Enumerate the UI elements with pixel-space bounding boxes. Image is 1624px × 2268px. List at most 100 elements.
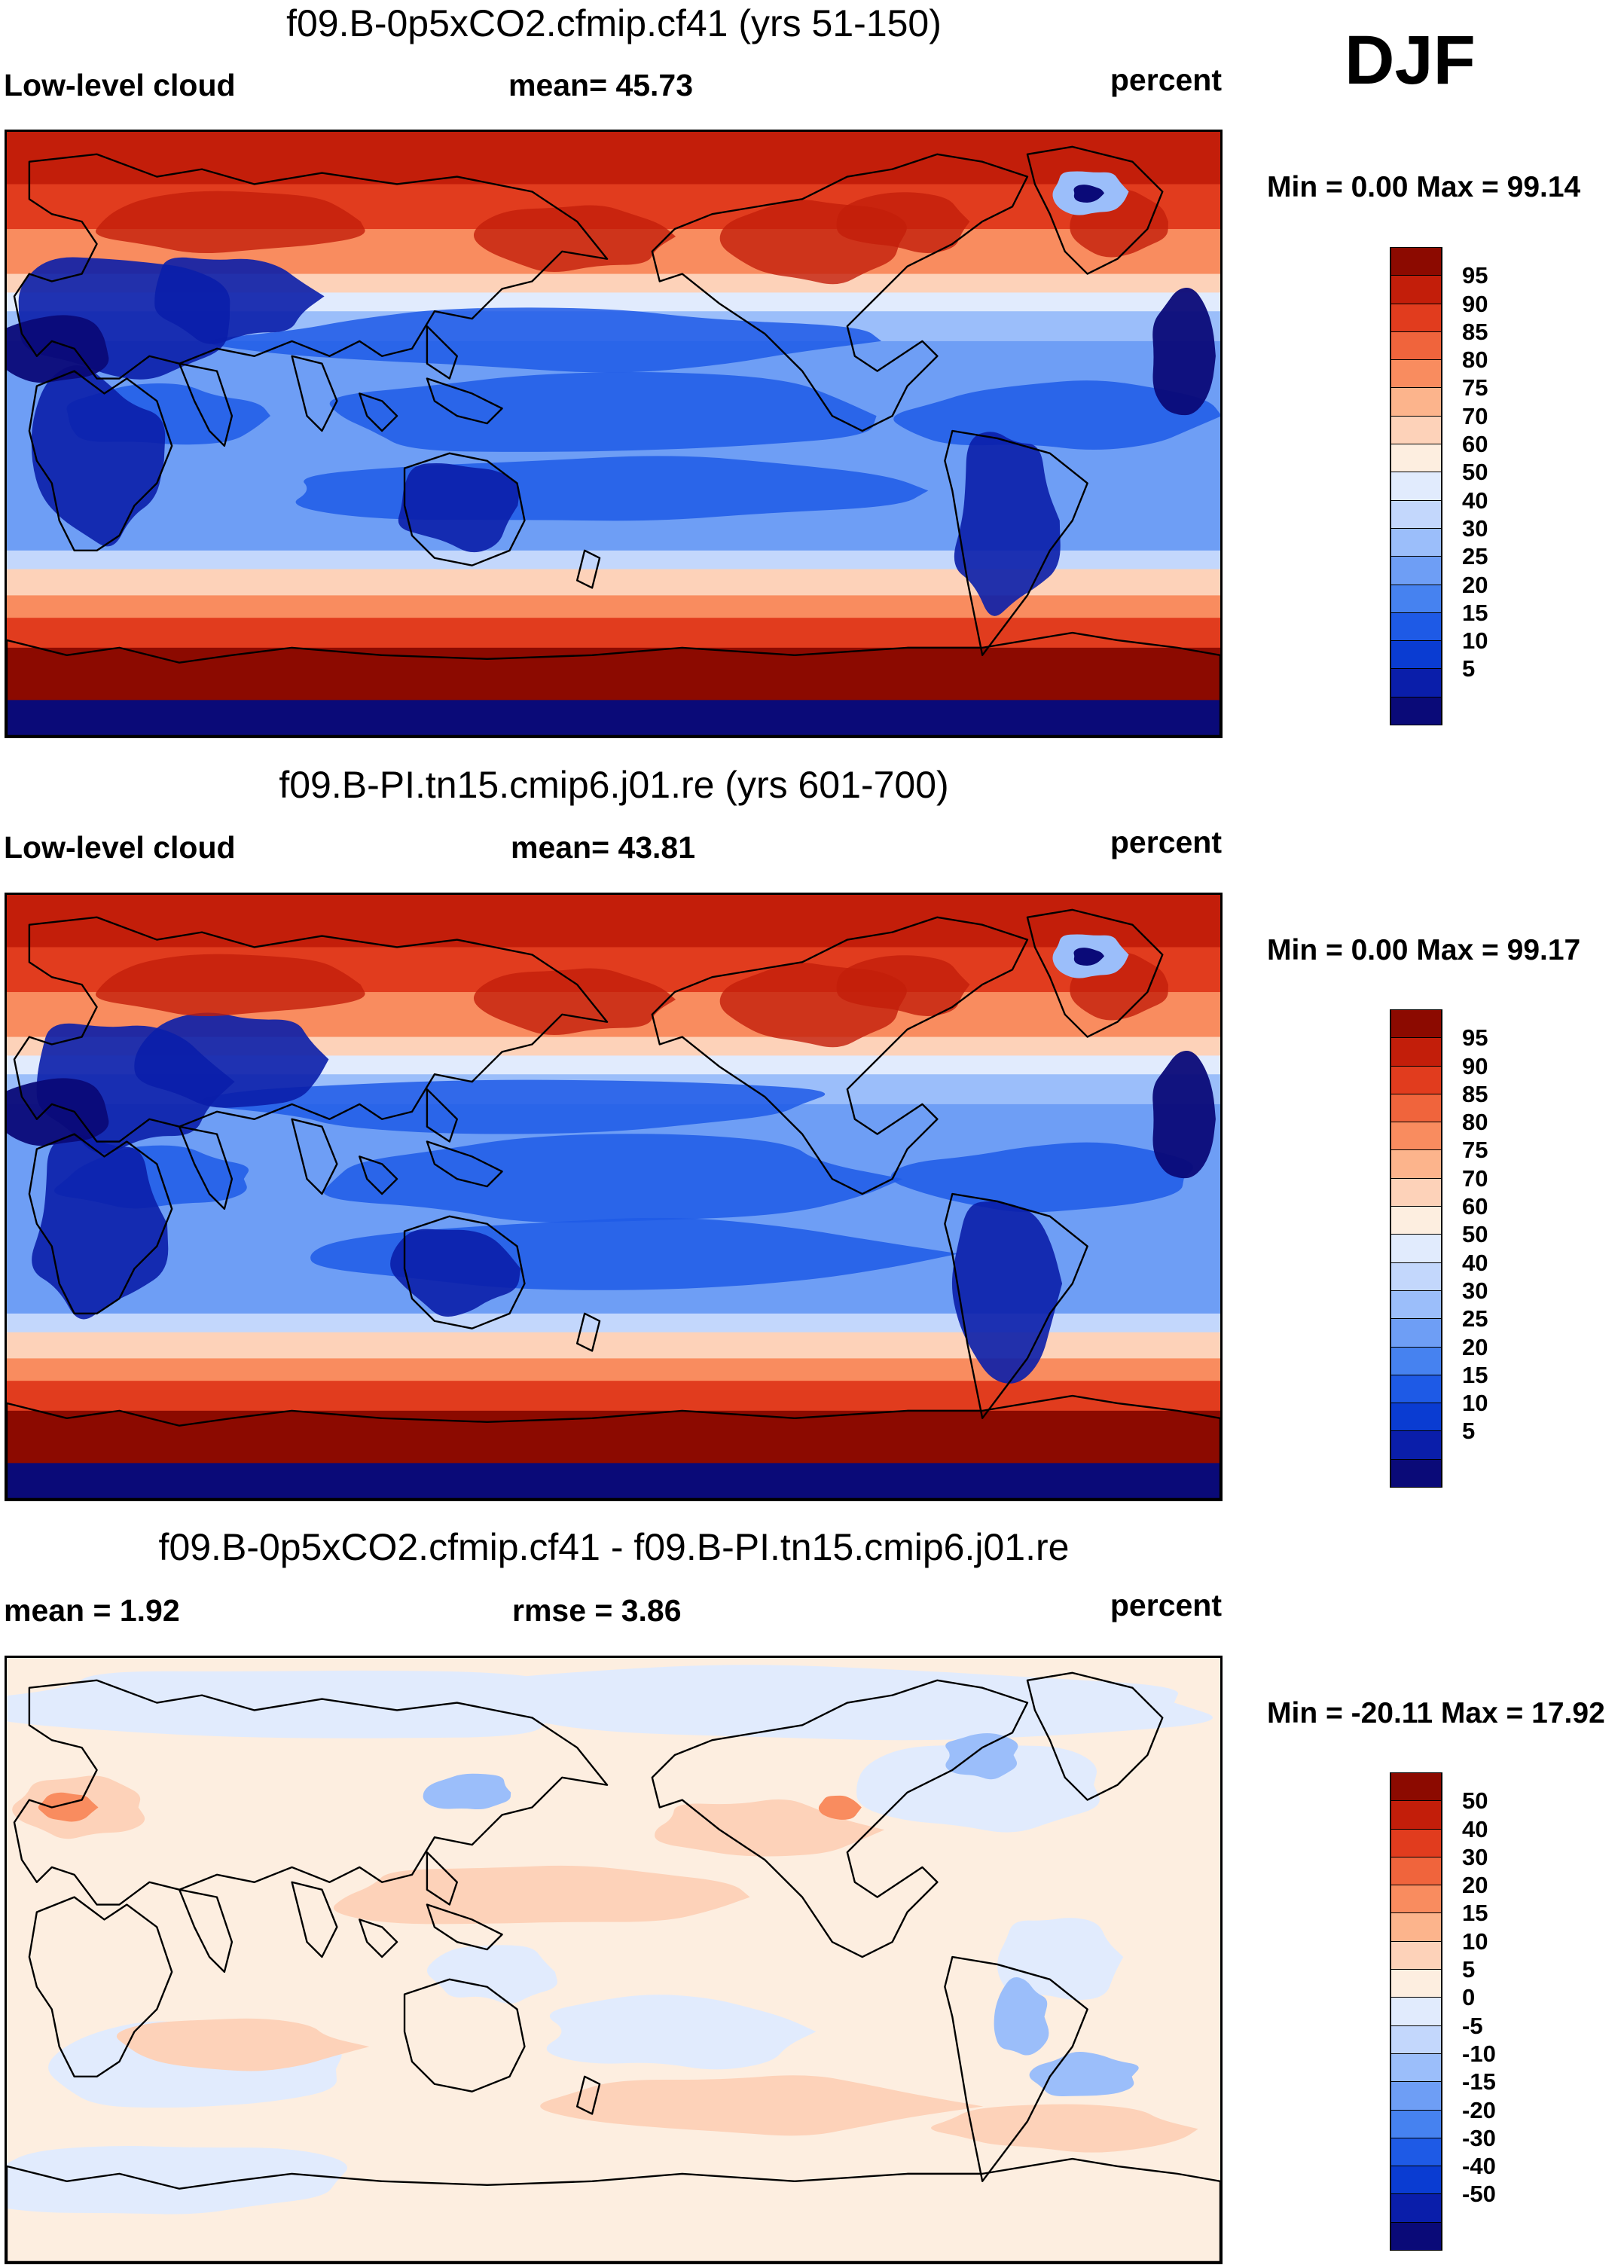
colorbar-tick-label: 10: [1462, 627, 1488, 655]
coastline: [575, 549, 601, 589]
colorbar-box: [1390, 387, 1442, 417]
colorbar-box: [1390, 247, 1442, 276]
clear-region: [1152, 1051, 1216, 1179]
positive-anomaly: [931, 2104, 1198, 2153]
coastline: [944, 429, 1088, 656]
coastline: [1026, 1671, 1164, 1801]
high-cloud-region: [96, 954, 365, 1017]
panel2-minmax: Min = 0.00 Max = 99.17: [1267, 934, 1581, 966]
colorbar-tick-label: 50: [1462, 1221, 1488, 1248]
negative-anomaly-strong: [1029, 2051, 1139, 2096]
colorbar-box: [1390, 668, 1442, 697]
high-cloud-region: [836, 955, 970, 1016]
colorbar-box: [1390, 275, 1442, 304]
colorbar-box: [1390, 1037, 1442, 1067]
colorbar-box: [1390, 1122, 1442, 1151]
coastline: [13, 916, 609, 1143]
colorbar-box: [1390, 1206, 1442, 1235]
colorbar-box: [1390, 1403, 1442, 1432]
colorbar-box: [1390, 1997, 1442, 2026]
colorbar-box: [1390, 556, 1442, 585]
clear-region: [7, 1078, 109, 1146]
colorbar-box: [1390, 1885, 1442, 1914]
panel1-title: f09.B-0p5xCO2.cfmip.cf41 (yrs 51-150): [286, 2, 942, 44]
negative-anomaly: [427, 1945, 557, 2004]
coastline: [426, 1903, 503, 1951]
colorbar-box: [1390, 1318, 1442, 1348]
colorbar-box: [1390, 2221, 1442, 2251]
negative-anomaly-strong: [994, 1977, 1049, 2056]
coastline: [7, 631, 1220, 736]
colorbar-tick-label: 80: [1462, 1109, 1488, 1136]
colorbar-box: [1390, 1290, 1442, 1320]
coastline: [575, 1312, 601, 1352]
panel2-units-label: percent: [1110, 825, 1222, 859]
colorbar-box: [1390, 2025, 1442, 2054]
land-low-cloud: [134, 1012, 329, 1108]
colorbar-box: [1390, 415, 1442, 445]
panel2-variable-label: Low-level cloud: [4, 830, 236, 865]
coastline: [7, 1394, 1220, 1499]
colorbar-box: [1390, 1458, 1442, 1488]
panel1-minmax: Min = 0.00 Max = 99.14: [1267, 171, 1581, 203]
colorbar-tick-label: 15: [1462, 1900, 1488, 1927]
land-low-cloud: [954, 432, 1061, 616]
panel1-map: [5, 130, 1223, 738]
coastline: [651, 916, 1029, 1195]
coastline: [944, 1955, 1088, 2182]
coastline: [291, 1881, 338, 1958]
panel1-colorbar: 95 90 85 80 75 70 60 50 40 30 25 20 15 10 5: [1390, 247, 1488, 725]
coastline: [359, 1155, 398, 1195]
panel3-rmse-label: rmse = 3.86: [512, 1593, 682, 1628]
colorbar-box: [1390, 331, 1442, 361]
positive-anomaly: [116, 2018, 370, 2071]
colorbar-box: [1390, 1772, 1442, 1802]
map-band: [7, 1381, 1220, 1412]
panel2-mean-label: mean= 43.81: [511, 830, 696, 865]
positive-anomaly-strong: [38, 1792, 99, 1822]
colorbar-tick-label: 15: [1462, 1361, 1488, 1388]
colorbar-tick-label: -20: [1462, 2096, 1496, 2123]
colorbar-tick-label: 20: [1462, 1333, 1488, 1360]
panel2-colorbar: 95 90 85 80 75 70 60 50 40 30 25 20 15 10 5: [1390, 1009, 1488, 1488]
colorbar-tick-label: 25: [1462, 543, 1488, 570]
colorbar-box: [1390, 640, 1442, 670]
colorbar-tick-label: 5: [1462, 1418, 1476, 1445]
coastline: [403, 452, 526, 566]
coastline: [426, 377, 503, 425]
high-cloud-region: [473, 205, 676, 273]
coastline: [1026, 145, 1164, 275]
coastline: [651, 153, 1029, 432]
colorbar-box: [1390, 499, 1442, 529]
colorbar-tick-label: 30: [1462, 514, 1488, 542]
colorbar-box: [1390, 1009, 1442, 1039]
colorbar-box: [1390, 303, 1442, 332]
coastline: [178, 1888, 234, 1973]
positive-anomaly-strong: [818, 1795, 862, 1820]
negative-anomaly: [425, 1665, 1213, 1741]
colorbar-tick-label: 60: [1462, 431, 1488, 458]
colorbar-tick-label: 30: [1462, 1277, 1488, 1304]
map-band: [7, 1463, 1220, 1499]
low-cloud-region: [200, 1079, 826, 1134]
coastline: [291, 1118, 338, 1195]
colorbar-box: [1390, 2053, 1442, 2083]
panel1-mean-label: mean= 45.73: [508, 68, 694, 102]
colorbar-tick-label: 30: [1462, 1843, 1488, 1870]
colorbar-tick-label: 0: [1462, 1984, 1476, 2011]
colorbar-tick-label: 95: [1462, 1024, 1488, 1052]
colorbar-box: [1390, 1093, 1442, 1123]
land-low-cloud: [390, 1229, 521, 1317]
coastline: [28, 1133, 173, 1315]
coastline: [426, 325, 458, 380]
coastline: [28, 370, 173, 552]
colorbar-box: [1390, 1374, 1442, 1404]
colorbar-tick-label: 80: [1462, 346, 1488, 374]
colorbar-tick-label: 5: [1462, 1956, 1476, 1983]
colorbar-box: [1390, 2109, 1442, 2138]
season-label: DJF: [1345, 22, 1476, 99]
colorbar-box: [1390, 1262, 1442, 1291]
panel2-title: f09.B-PI.tn15.cmip6.j01.re (yrs 601-700): [279, 764, 949, 806]
panel3-mean-label: mean = 1.92: [4, 1593, 180, 1628]
positive-anomaly: [333, 1865, 750, 1925]
